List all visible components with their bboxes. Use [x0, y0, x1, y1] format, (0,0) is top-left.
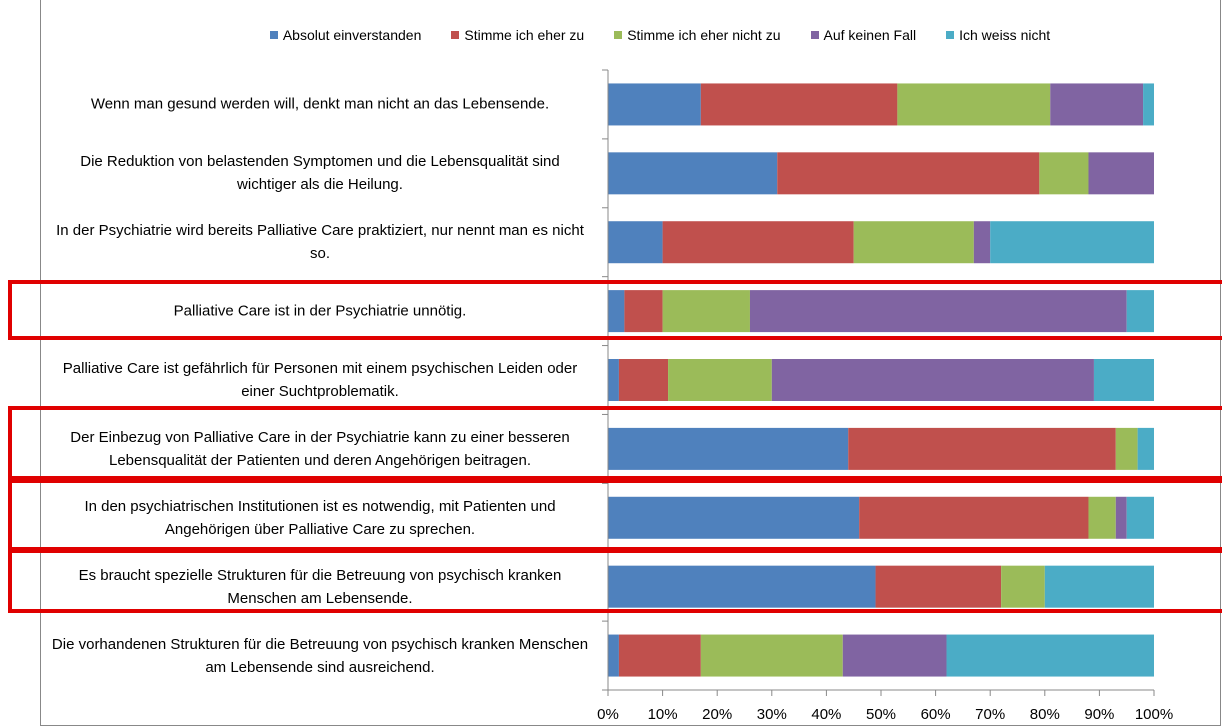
- y-tick-label: Der Einbezug von Palliative Care in der …: [70, 428, 570, 469]
- bar-segment: [1143, 83, 1154, 126]
- highlights: [8, 280, 1222, 613]
- bar-segment: [1088, 496, 1116, 539]
- bar-segment: [624, 290, 663, 333]
- y-tick-label: Palliative Care ist gefährlich für Perso…: [62, 360, 578, 400]
- bar-segment: [608, 83, 701, 126]
- bar-segment: [749, 290, 1127, 333]
- bar-segment: [946, 634, 1154, 677]
- bar-segment: [1115, 427, 1138, 470]
- bar-segment: [777, 152, 1040, 195]
- y-tick-label: Die Reduktion von belastenden Symptomen …: [80, 153, 560, 194]
- y-tick-label: Es braucht spezielle Strukturen für die …: [78, 566, 562, 607]
- bar-segment: [1137, 427, 1154, 470]
- legend-swatch: [810, 31, 819, 39]
- bar-segment: [1050, 83, 1144, 126]
- bar-segment: [608, 290, 625, 333]
- legend-label: Ich weiss nicht: [959, 27, 1051, 43]
- chart-frame: [40, 0, 1221, 726]
- bar-segment: [1126, 496, 1154, 539]
- bar-segment: [1001, 565, 1045, 608]
- x-tick-label: 50%: [866, 706, 896, 723]
- legend-swatch: [269, 31, 278, 39]
- x-tick-label: 30%: [757, 706, 787, 723]
- legend-swatch: [451, 31, 460, 39]
- highlight-box: [8, 549, 1222, 613]
- legend-label: Absolut einverstanden: [282, 27, 422, 43]
- legend-item: Absolut einverstanden: [269, 27, 422, 43]
- bar-segment: [1044, 565, 1154, 608]
- x-tick-label: 0%: [597, 706, 619, 723]
- bar-segment: [668, 359, 772, 401]
- x-tick-label: 20%: [702, 706, 732, 723]
- legend-item: Stimme ich eher zu: [451, 27, 584, 43]
- bar-segment: [1088, 152, 1154, 195]
- bar-segment: [662, 221, 854, 264]
- bar-segment: [842, 634, 947, 677]
- x-tick-label: 70%: [975, 706, 1005, 723]
- bar-segment: [771, 359, 1094, 401]
- highlight-box: [8, 406, 1222, 480]
- y-tick-label: In den psychiatrischen Institutionen ist…: [84, 497, 556, 538]
- x-tick-label: 80%: [1030, 706, 1060, 723]
- legend-item: Stimme ich eher nicht zu: [614, 27, 781, 43]
- legend-item: Auf keinen Fall: [810, 27, 917, 43]
- bar-segment: [608, 496, 860, 539]
- plot: 0% 10% 20% 30% 40% 50% 60% 70% 80% 90% 100%: [597, 69, 1173, 723]
- bar-segment: [848, 427, 1116, 470]
- bar-segment: [608, 152, 778, 195]
- x-tick-label: 60%: [921, 706, 951, 723]
- bar-segment: [700, 83, 898, 126]
- bar-segment: [662, 290, 750, 333]
- bar-segment: [897, 83, 1051, 126]
- bar-segment: [608, 565, 876, 608]
- bar-segment: [608, 427, 849, 470]
- legend-label: Stimme ich eher nicht zu: [627, 27, 781, 43]
- legend-item: Ich weiss nicht: [946, 27, 1050, 43]
- x-tick-label: 100%: [1135, 706, 1173, 723]
- legend-label: Stimme ich eher zu: [464, 27, 585, 43]
- bar-segment: [1126, 290, 1154, 333]
- bar-segment: [875, 565, 1002, 608]
- bar-segment: [618, 634, 701, 677]
- bar-segment: [859, 496, 1089, 539]
- y-tick-label: Wenn man gesund werden will, denkt man n…: [90, 95, 550, 113]
- bar-segment: [700, 634, 843, 677]
- bar-segment: [1115, 496, 1127, 539]
- legend-swatch: [946, 31, 955, 39]
- x-tick-label: 90%: [1084, 706, 1114, 723]
- bar-segment: [973, 221, 991, 264]
- x-tick-label: 10%: [648, 706, 678, 723]
- y-tick-label: Die vorhandenen Strukturen für die Betre…: [51, 635, 589, 676]
- legend: Absolut einverstanden Stimme ich eher zu S…: [110, 27, 1210, 43]
- x-tick-label: 40%: [811, 706, 841, 723]
- y-tick-label: Palliative Care ist in der Psychiatrie u…: [173, 302, 467, 320]
- highlight-box: [8, 280, 1222, 340]
- legend-label: Auf keinen Fall: [823, 27, 917, 43]
- bar-segment: [608, 221, 663, 264]
- bar-segment: [608, 634, 619, 677]
- bar-segment: [608, 359, 619, 401]
- legend-swatch: [614, 31, 623, 39]
- y-tick-label: In der Psychiatrie wird bereits Palliati…: [56, 222, 584, 263]
- bar-segment: [1093, 359, 1154, 401]
- bar-segment: [853, 221, 974, 264]
- bar-segment: [990, 221, 1154, 264]
- bar-segment: [618, 359, 669, 401]
- bar-segment: [1039, 152, 1089, 195]
